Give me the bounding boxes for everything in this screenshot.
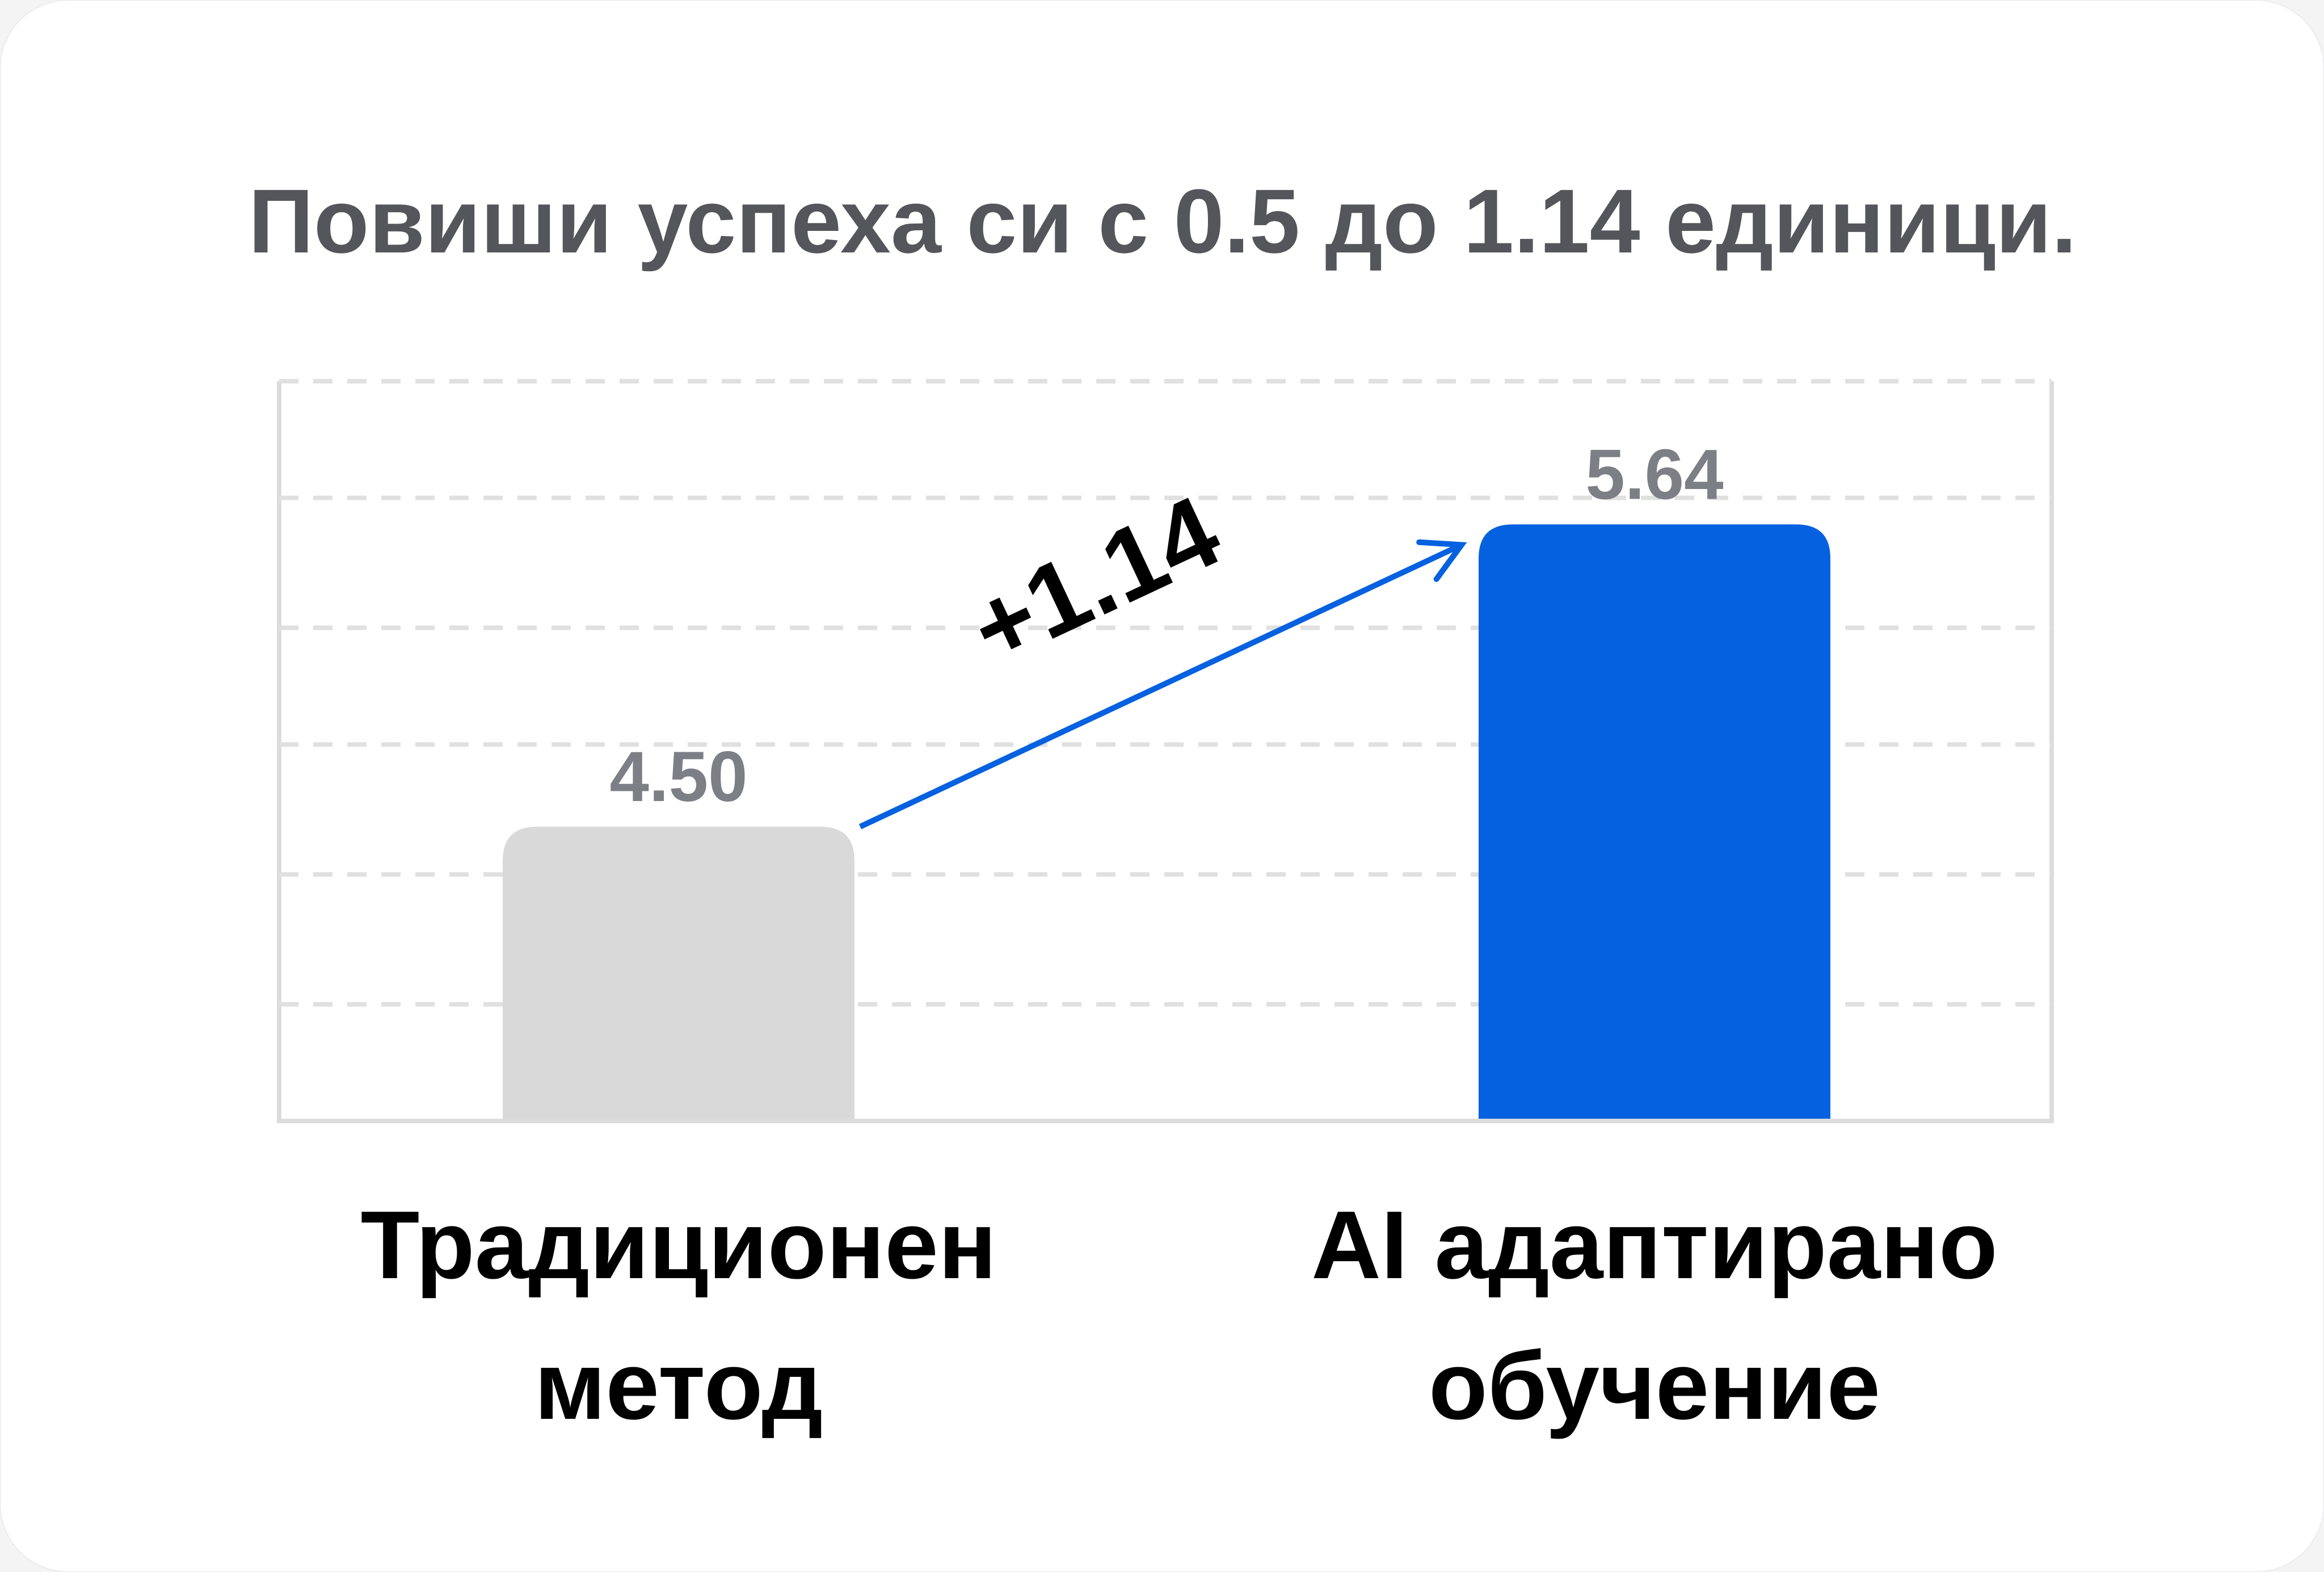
value-label: 4.50 [609, 737, 747, 816]
bar [1479, 524, 1830, 1121]
bar [503, 827, 854, 1121]
x-tick-label: AI адаптирано обучение [1311, 1191, 1998, 1440]
value-label: 5.64 [1585, 435, 1723, 514]
chart-title: Повиши успеха си с 0.5 до 1.14 единици. [249, 170, 2077, 272]
arrow-head [1416, 539, 1467, 582]
x-tick-label: Традиционен метод [360, 1191, 997, 1440]
arrow [858, 542, 1463, 829]
annotation: +1.14 [954, 474, 1236, 686]
